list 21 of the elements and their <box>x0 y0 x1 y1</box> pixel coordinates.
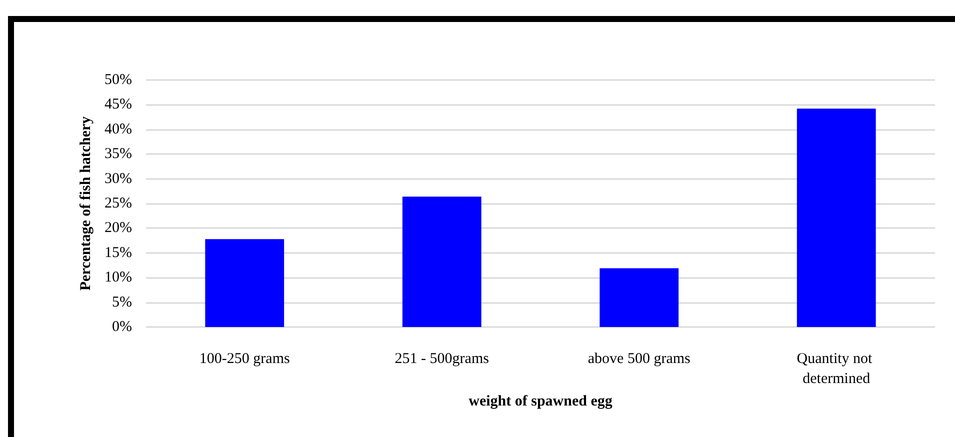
y-tick-label: 25% <box>104 196 132 212</box>
y-tick-label: 20% <box>104 220 132 236</box>
y-tick-label: 10% <box>104 270 132 286</box>
y-tick-label: 35% <box>104 146 132 162</box>
bar <box>205 239 284 327</box>
x-tick-label: 251 - 500grams <box>394 351 490 367</box>
x-tick-label: Quantity not determined <box>796 351 876 387</box>
y-tick-label: 0% <box>112 319 132 335</box>
y-tick-label: 30% <box>104 170 132 187</box>
y-tick-label: 15% <box>104 244 132 261</box>
x-tick-label: 100-250 grams <box>199 351 290 367</box>
x-axis-title: weight of spawned egg <box>468 393 613 410</box>
bar <box>796 108 876 327</box>
y-tick-label: 40% <box>104 121 132 138</box>
y-axis-title: Percentage of fish hatchery <box>78 116 94 291</box>
y-tick-label: 5% <box>112 294 132 310</box>
y-tick-label: 50% <box>104 72 132 88</box>
bar <box>600 268 679 327</box>
y-tick-label: 45% <box>104 96 132 113</box>
x-tick-label: above 500 grams <box>588 351 691 367</box>
bar <box>402 196 482 327</box>
